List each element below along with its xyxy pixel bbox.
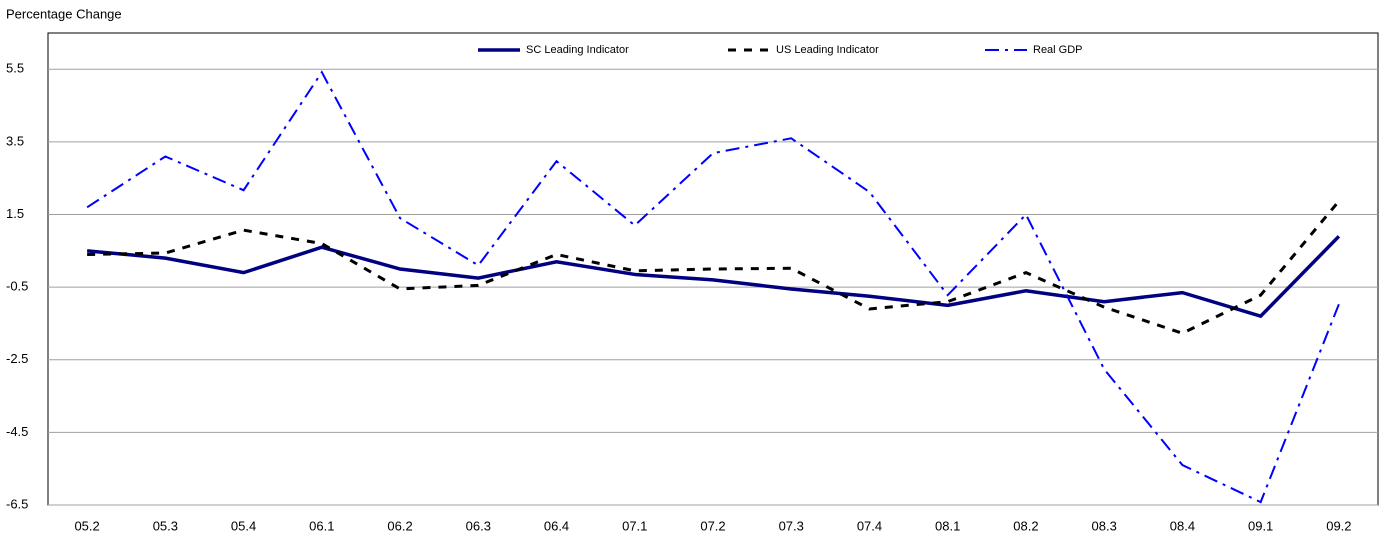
series-line [86,70,1340,504]
series-line [86,235,1341,319]
x-tick-label: 06.4 [544,518,569,533]
y-tick-label: -0.5 [6,279,28,294]
y-axis-title: Percentage Change [6,6,122,21]
legend-label: Real GDP [1033,44,1083,56]
x-tick-label: 07.2 [700,518,725,533]
y-tick-label: 1.5 [6,206,24,221]
x-tick-label: 08.2 [1013,518,1038,533]
x-tick-label: 05.4 [231,518,256,533]
legend-label: SC Leading Indicator [526,44,629,56]
x-tick-label: 06.1 [309,518,334,533]
x-tick-label: 05.3 [153,518,178,533]
x-tick-label: 08.1 [935,518,960,533]
x-tick-label: 09.2 [1326,518,1351,533]
y-tick-label: -6.5 [6,496,28,511]
legend-label: US Leading Indicator [776,44,879,56]
y-tick-label: -4.5 [6,424,28,439]
x-tick-label: 06.3 [466,518,491,533]
plot-frame [47,32,1379,506]
series-line [87,200,1341,335]
x-tick-label: 09.1 [1248,518,1273,533]
x-tick-label: 08.3 [1092,518,1117,533]
y-tick-label: 5.5 [6,61,24,76]
x-tick-label: 06.2 [387,518,412,533]
y-tick-label: 3.5 [6,133,24,148]
x-tick-label: 08.4 [1170,518,1195,533]
y-tick-label: -2.5 [6,351,28,366]
x-tick-label: 05.2 [74,518,99,533]
x-tick-label: 07.1 [622,518,647,533]
x-tick-label: 07.3 [779,518,804,533]
x-tick-label: 07.4 [857,518,882,533]
